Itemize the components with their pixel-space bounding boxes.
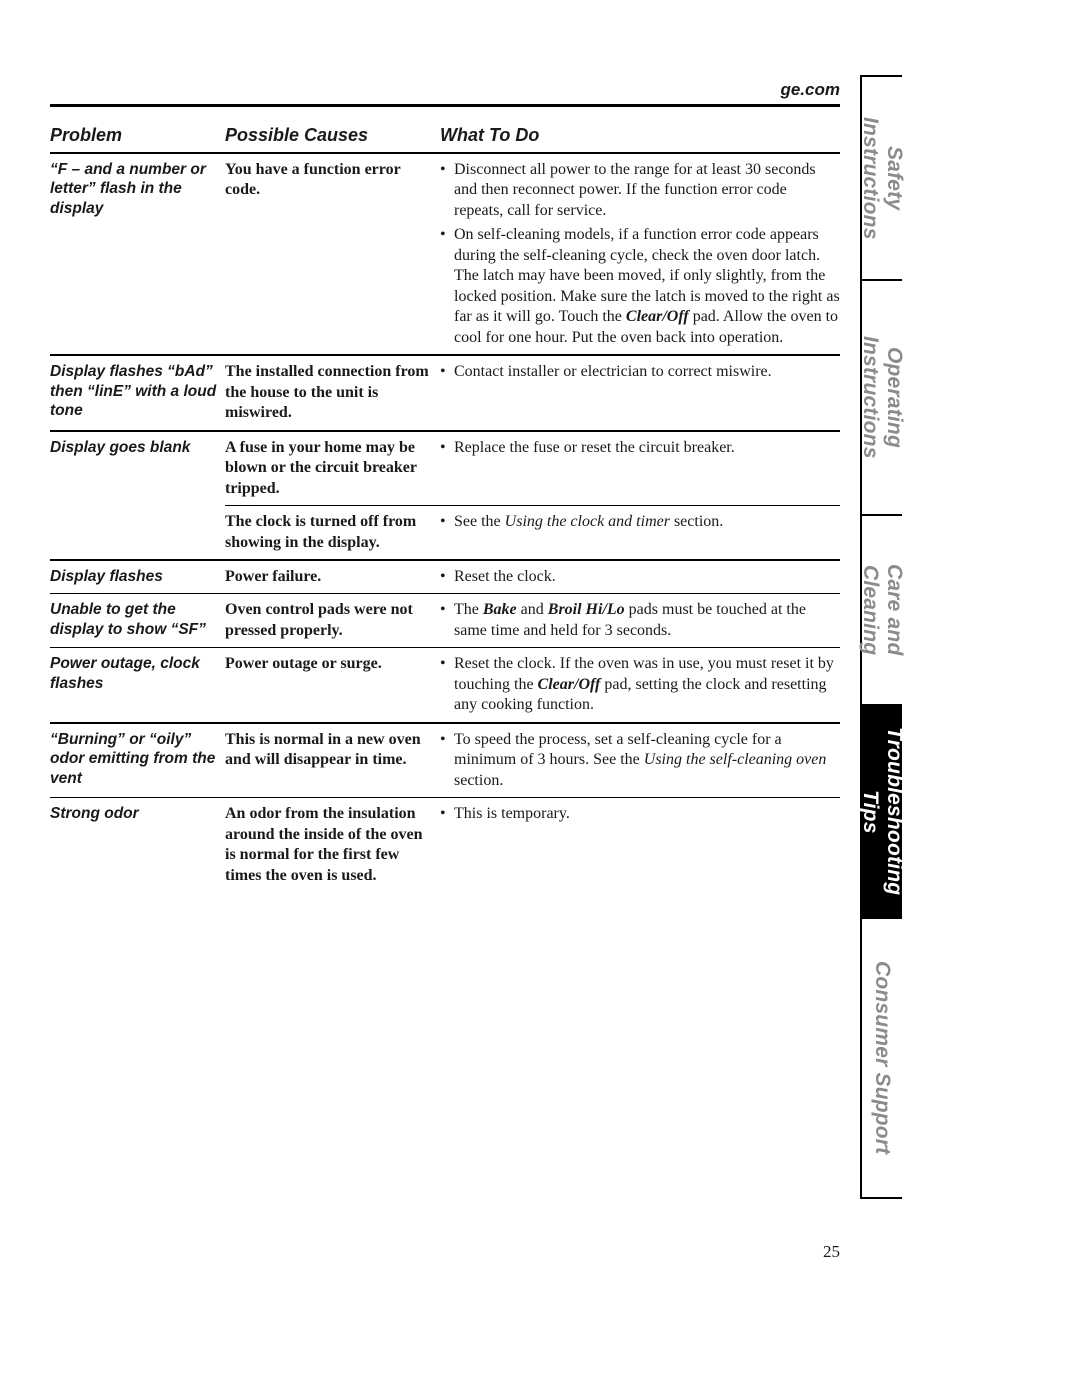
section-tab[interactable]: Operating Instructions (862, 279, 902, 514)
page: ge.com Problem Possible Causes What To D… (50, 80, 840, 892)
col-header-todo: What To Do (440, 121, 840, 153)
section-tab[interactable]: Consumer Support (862, 917, 902, 1197)
problem-cell: Power outage, clock flashes (50, 648, 225, 723)
todo-cell: •This is temporary. (440, 798, 840, 892)
cause-cell: Power outage or surge. (225, 648, 440, 723)
problem-cell: “Burning” or “oily” odor emitting from t… (50, 723, 225, 798)
cause-cell: A fuse in your home may be blown or the … (225, 431, 440, 506)
todo-cell: •Reset the clock. If the oven was in use… (440, 648, 840, 723)
todo-cell: •Disconnect all power to the range for a… (440, 153, 840, 355)
troubleshooting-table: Problem Possible Causes What To Do “F – … (50, 121, 840, 892)
section-tab[interactable]: Care and Cleaning (862, 514, 902, 704)
section-tabs: Safety InstructionsOperating Instruction… (860, 75, 902, 1199)
cause-cell: You have a function error code. (225, 153, 440, 355)
problem-cell: Unable to get the display to show “SF” (50, 594, 225, 648)
section-tab[interactable]: Safety Instructions (862, 77, 902, 279)
problem-cell: Display flashes “bAd” then “linE” with a… (50, 355, 225, 430)
section-tab[interactable]: Troubleshooting Tips (862, 704, 902, 917)
todo-cell: •See the Using the clock and timer secti… (440, 506, 840, 560)
problem-cell (50, 506, 225, 560)
todo-cell: •Reset the clock. (440, 560, 840, 594)
todo-cell: •Replace the fuse or reset the circuit b… (440, 431, 840, 506)
problem-cell: Display flashes (50, 560, 225, 594)
cause-cell: This is normal in a new oven and will di… (225, 723, 440, 798)
problem-cell: Display goes blank (50, 431, 225, 506)
cause-cell: Power failure. (225, 560, 440, 594)
site-link[interactable]: ge.com (50, 80, 840, 104)
top-rule (50, 104, 840, 107)
problem-cell: “F – and a number or letter” flash in th… (50, 153, 225, 355)
page-number: 25 (823, 1242, 840, 1262)
cause-cell: An odor from the insulation around the i… (225, 798, 440, 892)
cause-cell: The installed connection from the house … (225, 355, 440, 430)
cause-cell: The clock is turned off from showing in … (225, 506, 440, 560)
todo-cell: •Contact installer or electrician to cor… (440, 355, 840, 430)
todo-cell: •The Bake and Broil Hi/Lo pads must be t… (440, 594, 840, 648)
problem-cell: Strong odor (50, 798, 225, 892)
todo-cell: •To speed the process, set a self-cleani… (440, 723, 840, 798)
col-header-problem: Problem (50, 121, 225, 153)
col-header-causes: Possible Causes (225, 121, 440, 153)
cause-cell: Oven control pads were not pressed prope… (225, 594, 440, 648)
